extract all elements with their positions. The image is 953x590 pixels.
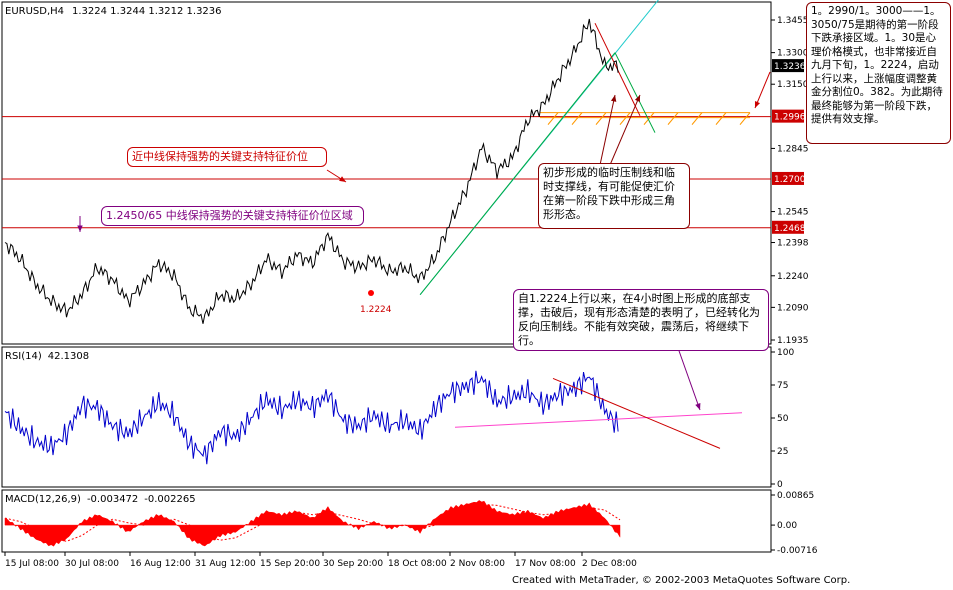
rsi-tick-label-0: 100 [777,348,794,358]
annotation-target-zone-note: 1。2990/1。3000——1。3050/75是期待的第一阶段下跌承接区域。1… [806,2,951,144]
x-tick-label-6: 18 Oct 08:00 [388,559,447,569]
trendline-green-lower [419,52,616,296]
price-tick-label-1: 1.3300 [777,49,809,59]
current-price-label: 1.3236 [774,62,806,72]
price-tick-label-2: 1.3150 [777,80,809,90]
arrow-triangle-left-head [610,95,617,102]
macd-tick-label-1: 0.00 [777,521,797,531]
x-tick-label-7: 2 Nov 08:00 [450,559,505,569]
macd-histogram [4,500,621,547]
macd-signal-line [4,503,621,542]
x-tick-label-2: 16 Aug 12:00 [130,559,191,569]
level-label-bg-2 [772,220,804,234]
level-label-bg-0 [772,109,804,123]
fib-hatch-5 [667,112,679,125]
arrow-near-support-head [339,176,346,182]
x-tick-label-3: 31 Aug 12:00 [195,559,256,569]
fib-hatch-4 [643,112,655,125]
macd-panel-title: MACD(12,26,9) -0.003472 -0.002265 [5,494,196,505]
rsi-panel-title: RSI(14) 42.1308 [5,351,89,362]
rsi-support-line [454,412,743,428]
x-tick-label-4: 15 Sep 20:00 [260,559,320,569]
low-point-label: 1.2224 [360,305,392,315]
annotation-triangle-note: 初步形成的临时压制线和临时支撑线，有可能促使汇价在第一阶段下跌中形成三角形形态。 [538,163,690,229]
price-tick-label-8: 1.1935 [777,336,809,346]
macd-tick-label-2: -0.00716 [777,546,818,556]
rsi-tick-label-1: 75 [777,381,788,391]
fib-hatch-8 [739,112,751,125]
arrow-target-zone [754,71,771,109]
arrow-triangle-right-head [634,95,640,102]
credit-footer: Created with MetaTrader, © 2002-2003 Met… [512,575,851,586]
macd-chart [4,500,621,547]
rsi-panel-frame [1,346,772,488]
arrow-support-broken [677,347,701,411]
fib-hatch-3 [619,112,631,125]
level-label-2: 1.2468 [774,224,806,234]
price-tick-label-6: 1.2240 [777,272,809,282]
arrow-target-zone-head [754,101,760,108]
trendline-green-support [614,52,656,133]
fib-hatch-6 [691,112,703,125]
rsi-series-line [4,370,619,465]
x-tick-label-0: 15 Jul 08:00 [5,559,59,569]
price-tick-label-7: 1.2090 [777,303,809,313]
x-tick-label-9: 2 Dec 08:00 [582,559,637,569]
fib-hatch-7 [715,112,727,125]
arrow-support-zone-head [77,225,83,232]
annotation-support-zone: 1.2450/65 中线保持强势的关键支持特征价位区域 [101,206,364,226]
fib-hatch-2 [595,112,607,125]
annotation-support-broken-note: 自1.2224上行以来，在4小时图上形成的底部支撑，击破后，现有形态清楚的表明了… [513,289,769,351]
rsi-tick-label-4: 0 [777,480,783,490]
price-series-line [4,18,619,324]
price-tick-label-0: 1.3455 [777,16,809,26]
rsi-resistance-line [552,377,721,449]
price-panel-title: EURUSD,H4 1.3224 1.3244 1.3212 1.3236 [5,6,222,17]
arrow-triangle-left [599,94,616,166]
low-point-marker [368,290,374,296]
current-price-bg [772,59,804,73]
rsi-tick-label-3: 25 [777,447,788,457]
price-tick-label-5: 1.2398 [777,239,809,249]
rsi-chart [4,370,743,465]
level-label-bg-1 [772,171,804,185]
price-tick-label-4: 1.2545 [777,208,809,218]
level-label-0: 1.2996 [774,113,806,123]
level-label-1: 1.2700 [774,175,806,185]
x-tick-label-8: 17 Nov 08:00 [515,559,576,569]
price-chart: 1.2996 1.2700 1.2468 1.2224 1.3236 [2,0,806,411]
arrow-support-broken-head [695,403,701,410]
annotation-near-support: 近中线保持强势的关键支持特征价位 [127,147,327,167]
x-tick-label-1: 30 Jul 08:00 [65,559,119,569]
axes: 1.3455 1.3300 1.3150 1.2845 1.2545 1.2398 1.22… [4,16,818,569]
arrow-triangle-right [609,94,641,166]
macd-panel-frame [1,489,772,553]
fib-hatch-1 [571,112,583,125]
rsi-tick-label-2: 50 [777,414,789,424]
macd-tick-label-0: 0.00865 [777,491,814,501]
price-tick-label-3: 1.2845 [777,144,809,154]
fib-hatch-0 [547,112,559,125]
x-tick-label-5: 30 Sep 20:00 [323,559,383,569]
